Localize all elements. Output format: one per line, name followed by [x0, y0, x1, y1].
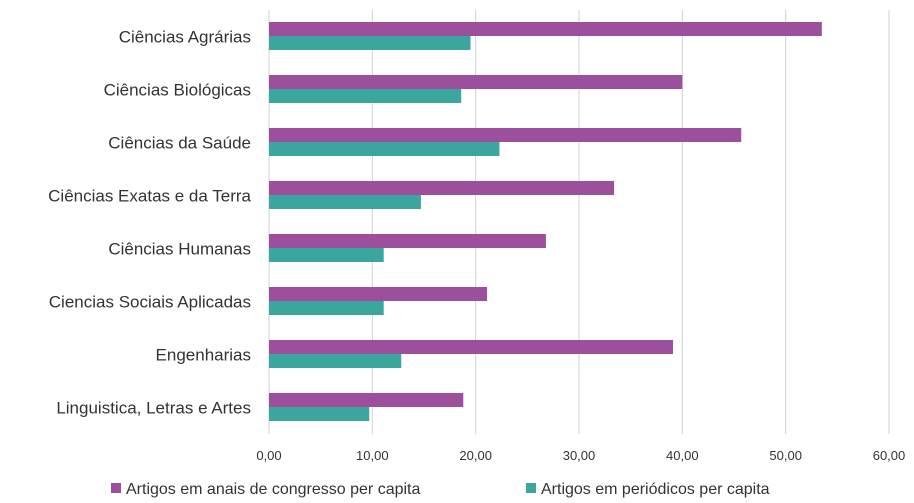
category-label: Ciências Agrárias	[119, 28, 251, 47]
x-tick-label: 0,00	[256, 448, 281, 463]
x-axis-tick-labels: 0,00 10,00 20,00 30,00 40,00 50,00 60,00	[256, 448, 905, 463]
category-label: Ciências Biológicas	[104, 81, 251, 100]
category-label: Engenharias	[156, 346, 251, 365]
bar-series-1	[269, 75, 683, 89]
gridlines	[268, 10, 890, 434]
bar-series-2	[269, 354, 402, 368]
bar-series-1	[269, 22, 822, 36]
x-tick-label: 50,00	[769, 448, 802, 463]
category-labels: Ciências Agrárias Ciências Biológicas Ciên…	[48, 28, 251, 418]
legend-swatch	[111, 483, 121, 493]
bar-series-1	[269, 181, 615, 195]
bars	[269, 22, 822, 421]
category-label: Ciências Exatas e da Terra	[48, 187, 251, 206]
bar-series-2	[269, 248, 384, 262]
bar-series-1	[269, 340, 674, 354]
category-label: Ciências da Saúde	[108, 134, 251, 153]
x-tick-label: 40,00	[666, 448, 699, 463]
bar-series-2	[269, 407, 370, 421]
category-label: Linguistica, Letras e Artes	[56, 399, 251, 418]
x-tick-label: 10,00	[356, 448, 389, 463]
category-label: Ciencias Sociais Aplicadas	[49, 293, 251, 312]
bar-series-2	[269, 195, 421, 209]
x-tick-label: 60,00	[873, 448, 906, 463]
legend-swatch	[526, 483, 536, 493]
bar-series-2	[269, 142, 500, 156]
bar-series-1	[269, 234, 546, 248]
category-label: Ciências Humanas	[108, 240, 251, 259]
legend: Artigos em anais de congresso per capita…	[111, 481, 770, 498]
bar-series-2	[269, 36, 471, 50]
bar-series-1	[269, 128, 742, 142]
bar-series-2	[269, 301, 384, 315]
x-tick-label: 30,00	[563, 448, 596, 463]
bar-series-2	[269, 89, 462, 103]
legend-label: Artigos em anais de congresso per capita	[126, 481, 420, 498]
bar-series-1	[269, 287, 488, 301]
bar-series-1	[269, 393, 464, 407]
legend-label: Artigos em periódicos per capita	[541, 481, 770, 498]
x-tick-label: 20,00	[459, 448, 492, 463]
